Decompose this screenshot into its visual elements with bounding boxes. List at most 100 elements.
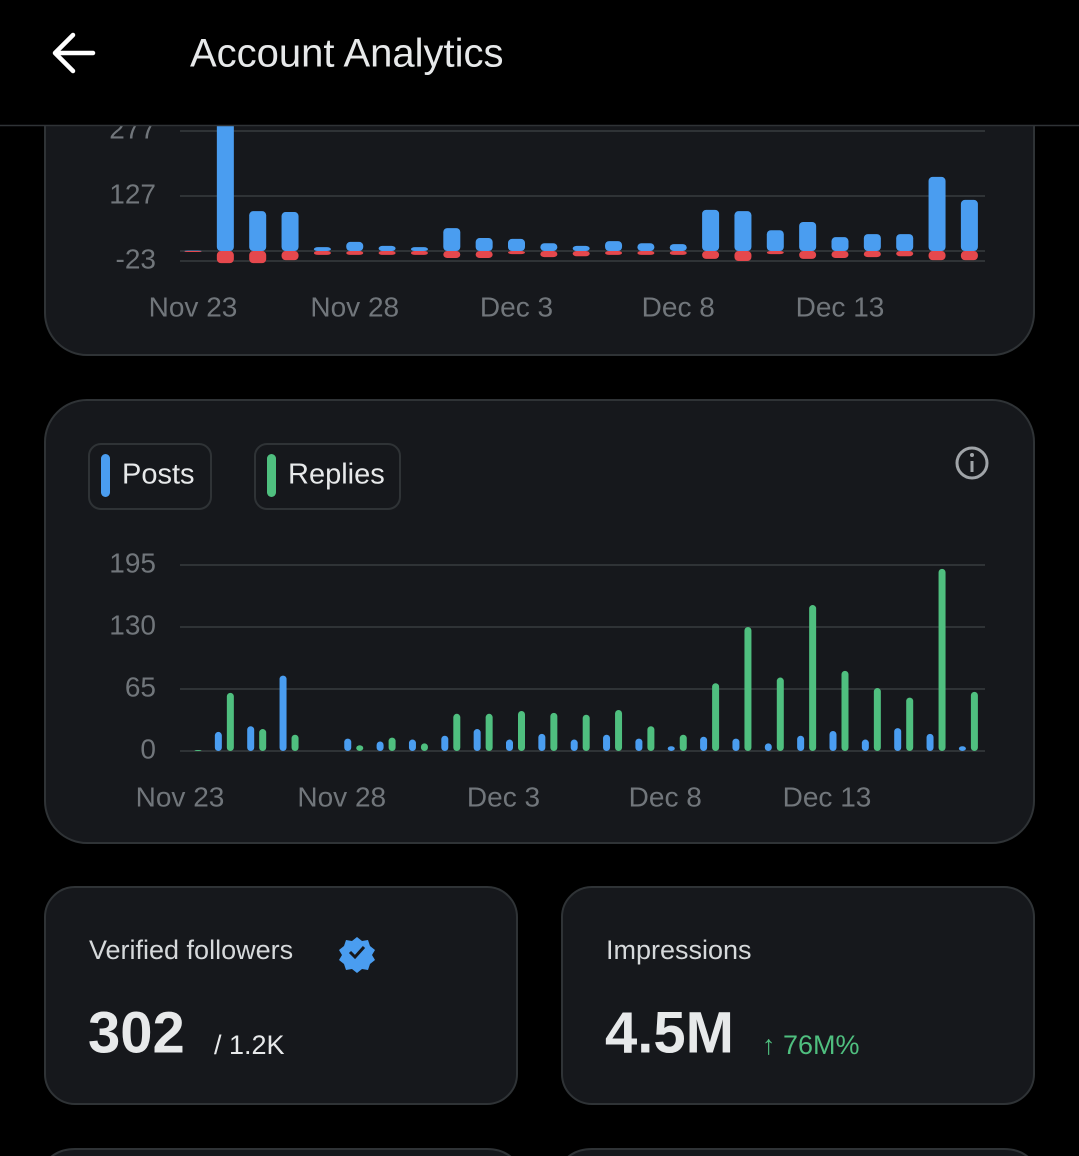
bar	[443, 228, 461, 252]
bar	[279, 675, 287, 751]
bar	[928, 251, 946, 261]
bar	[841, 670, 849, 751]
verified-badge	[339, 937, 375, 973]
bar	[344, 738, 352, 751]
bar	[970, 691, 978, 751]
x-tick-label: Dec 8	[629, 781, 702, 812]
header-background	[0, 0, 1079, 125]
bar	[958, 746, 966, 751]
back-button[interactable]	[52, 32, 96, 74]
stat-label: Verified followers	[89, 935, 293, 965]
bar	[637, 243, 655, 252]
y-tick-label: -23	[116, 243, 156, 274]
info-icon[interactable]	[955, 446, 989, 480]
x-tick-label: Nov 23	[149, 291, 238, 322]
legend-chip[interactable]: Posts	[88, 443, 212, 510]
x-tick-label: Dec 13	[783, 781, 872, 812]
bar	[712, 683, 720, 751]
stat-detail: ↑ 76M%	[762, 1030, 860, 1060]
card-background	[44, 399, 1035, 844]
y-tick-label: 130	[109, 609, 156, 640]
bar	[799, 251, 817, 259]
bar	[540, 251, 558, 258]
bar	[346, 251, 364, 255]
bar	[410, 247, 428, 252]
bar	[906, 697, 914, 751]
bar	[702, 251, 720, 259]
chart: 0 65 130 195 Nov 23 Nov 28 Dec 3 Dec 8 Dec 13	[109, 547, 985, 812]
bar	[605, 251, 623, 255]
bar	[734, 251, 752, 261]
bar	[732, 738, 740, 751]
bar	[281, 212, 299, 252]
bar	[291, 734, 299, 751]
bar	[926, 733, 934, 751]
bar	[475, 238, 493, 252]
bar	[346, 241, 364, 252]
y-tick-label: 0	[140, 733, 156, 764]
bar	[249, 211, 267, 252]
bar	[356, 745, 364, 751]
stat-card[interactable]: Impressions 4.5M ↑ 76M%	[561, 886, 1035, 1105]
bar	[809, 605, 817, 751]
bar	[550, 712, 558, 751]
bar	[700, 736, 708, 751]
badge-check	[348, 945, 366, 960]
bar	[582, 714, 590, 751]
legend-label: Posts	[122, 459, 195, 491]
bar	[615, 709, 623, 751]
legend-swatch	[267, 454, 276, 497]
stat-card[interactable]: Verified followers 302 / 1.2K	[44, 886, 518, 1105]
bar	[799, 222, 817, 252]
back-arrow	[52, 32, 96, 74]
card-background	[567, 1148, 1029, 1156]
y-tick-label: 65	[125, 671, 156, 702]
x-tick-label: Nov 28	[310, 291, 399, 322]
bar	[518, 710, 525, 751]
bar	[637, 251, 655, 255]
bar	[388, 737, 396, 751]
bar	[938, 568, 946, 751]
bar	[508, 238, 525, 252]
bar	[873, 688, 881, 751]
bar	[603, 734, 611, 751]
stat-value: 302	[88, 1000, 185, 1065]
bar	[441, 735, 449, 751]
bar	[378, 245, 396, 252]
bar	[764, 743, 772, 751]
bar	[766, 230, 784, 252]
x-tick-label: Dec 3	[467, 781, 540, 812]
x-tick-label: Dec 13	[796, 291, 885, 322]
bar	[797, 735, 805, 751]
bar	[679, 734, 687, 751]
bar	[376, 741, 384, 751]
bar	[420, 743, 428, 751]
bar	[410, 251, 428, 255]
bar	[194, 750, 202, 751]
bar	[647, 726, 655, 751]
y-tick-label: 195	[109, 547, 156, 578]
bar	[896, 251, 914, 257]
bar	[831, 237, 849, 252]
page-title: Account Analytics	[190, 32, 504, 76]
bar	[184, 251, 202, 253]
chip-border	[88, 443, 212, 510]
bar	[378, 251, 396, 255]
legend-chip[interactable]: Replies	[254, 443, 401, 510]
chart-card: Posts Replies 0 65 130 195 Nov 23 Nov 28 Dec 3…	[44, 399, 1035, 844]
bar	[744, 627, 752, 751]
bar	[473, 729, 481, 751]
chip-border	[254, 443, 401, 510]
bar	[572, 251, 590, 257]
bar	[249, 251, 267, 264]
bar	[259, 729, 267, 751]
bar	[570, 739, 578, 751]
x-tick-label: Dec 8	[642, 291, 715, 322]
bar	[313, 247, 331, 252]
bar	[485, 713, 493, 751]
bar	[538, 733, 546, 751]
bar	[669, 244, 687, 252]
bar	[247, 726, 255, 751]
